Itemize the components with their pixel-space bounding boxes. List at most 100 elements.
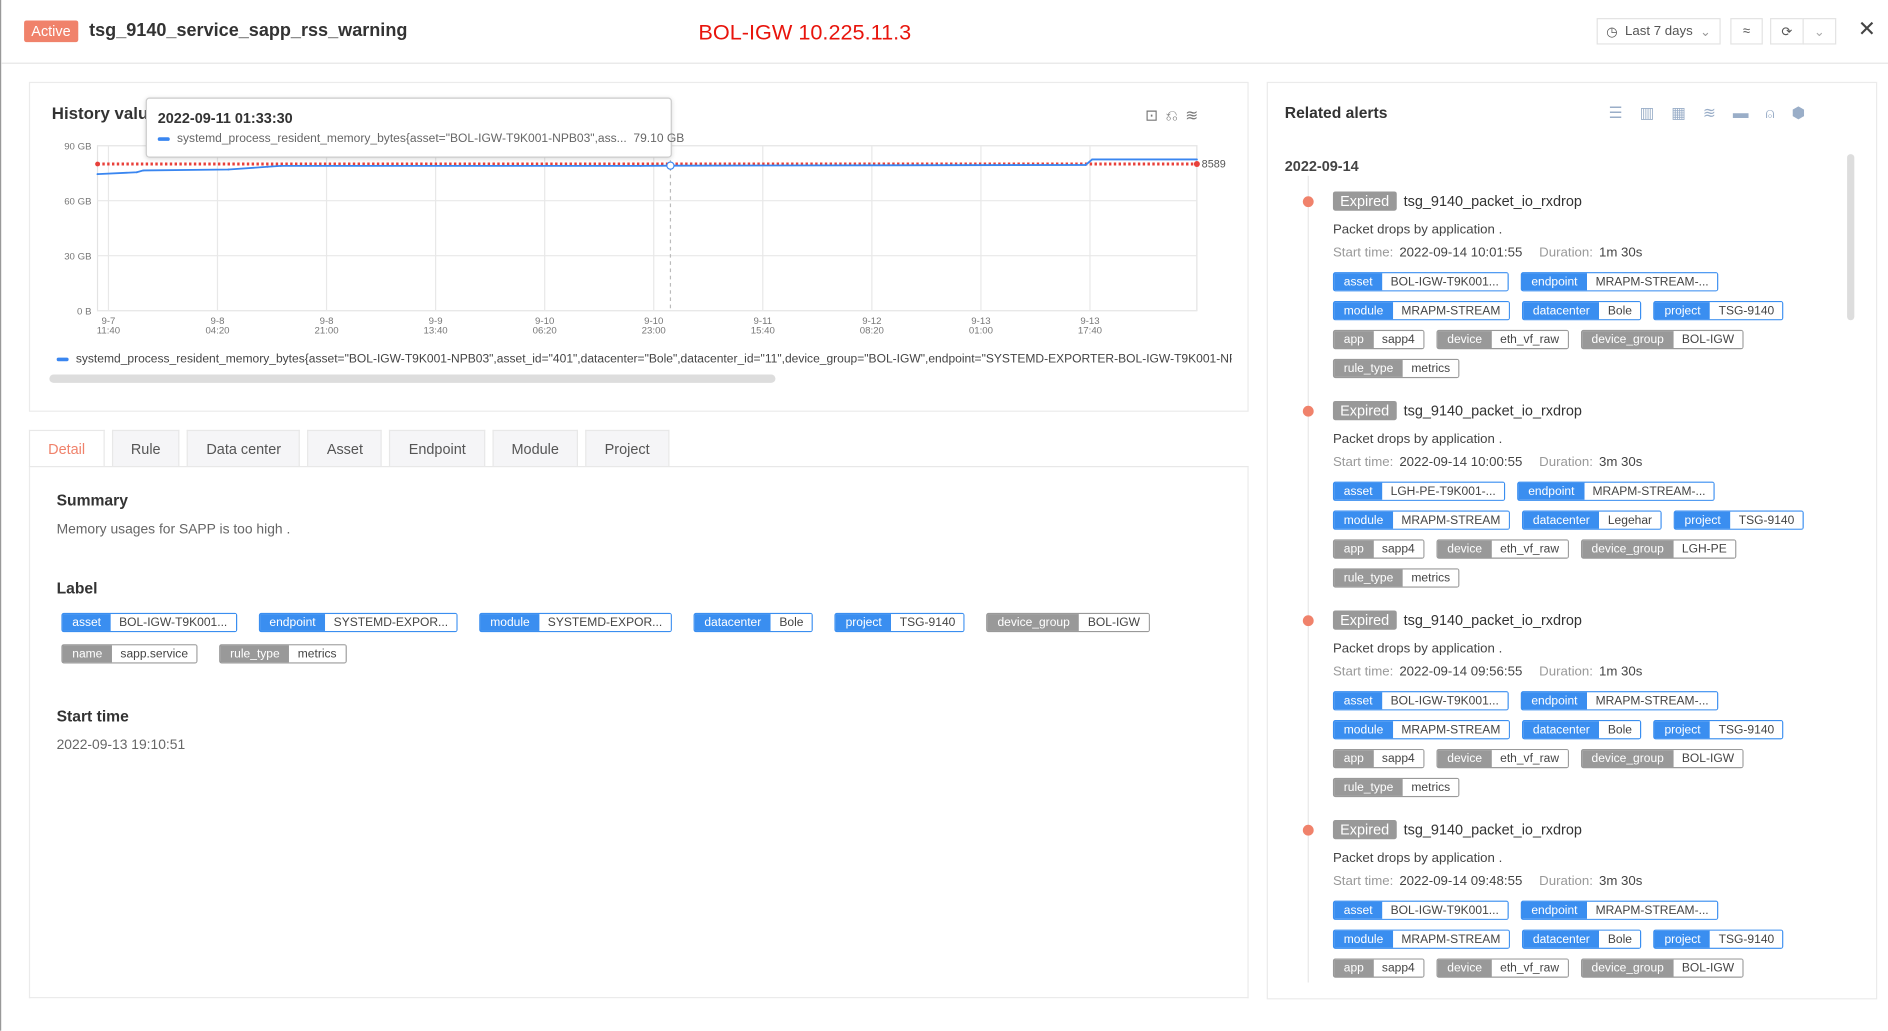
tag-key: rule_type <box>1334 360 1403 377</box>
label-tag-device: device eth_vf_raw <box>1436 958 1569 978</box>
alert-item[interactable]: Expired tsg_9140_packet_io_rxdrop Packet … <box>1285 780 1839 982</box>
series-line <box>97 158 1197 176</box>
x-tick-date: 9-13 <box>971 316 990 327</box>
tab-data-center[interactable]: Data center <box>187 429 301 466</box>
label-tag-project: project TSG-9140 <box>1653 301 1784 321</box>
close-icon[interactable]: ✕ <box>1857 16 1877 41</box>
label-tag-datacenter: datacenter Bole <box>1522 929 1642 949</box>
x-tick-date: 9-9 <box>429 316 443 327</box>
hexagon-icon[interactable]: ⬢ <box>1791 103 1806 122</box>
label-tag-asset: asset LGH-PE-T9K001-... <box>1332 481 1506 501</box>
list-icon[interactable]: ☰ <box>1608 103 1623 122</box>
tag-value: BOL-IGW-T9K001... <box>1382 273 1508 291</box>
tooltip-value: 79.10 GB <box>633 132 685 146</box>
summary-heading: Summary <box>56 491 128 510</box>
tag-value: BOL-IGW <box>1673 331 1743 348</box>
tag-value: BOL-IGW-T9K001... <box>1382 901 1508 919</box>
alert-description: Packet drops by application . <box>1332 222 1503 238</box>
alert-name[interactable]: tsg_9140_packet_io_rxdrop <box>1403 402 1582 420</box>
tag-value: MRAPM-STREAM-... <box>1584 482 1714 500</box>
tag-key: asset <box>1334 482 1383 500</box>
label-tag-project: project TSG-9140 <box>1653 929 1784 949</box>
label-tag-asset: asset BOL-IGW-T9K001... <box>1332 691 1509 711</box>
tag-key: device_group <box>1581 540 1674 558</box>
data-point <box>279 164 282 167</box>
tag-value: metrics <box>289 645 346 663</box>
label-tag-endpoint: endpoint MRAPM-STREAM-... <box>1517 481 1716 501</box>
label-tag-module: module MRAPM-STREAM <box>1332 510 1510 530</box>
zoom-select-icon[interactable]: ⊡ <box>1145 105 1159 125</box>
layers-icon[interactable]: ≋ <box>1185 105 1199 125</box>
tab-endpoint[interactable]: Endpoint <box>389 429 486 466</box>
chart-compare-icon: ≈ <box>1742 24 1751 39</box>
tab-module[interactable]: Module <box>492 429 579 466</box>
tag-key: app <box>1334 959 1374 977</box>
x-tick-time: 08:20 <box>860 326 884 337</box>
host-annotation: BOL-IGW 10.225.11.3 <box>698 20 912 45</box>
label-tag-module: module MRAPM-STREAM <box>1332 301 1510 321</box>
tag-key: device_group <box>987 614 1080 631</box>
tooltip-time: 2022-09-11 01:33:30 <box>157 109 293 127</box>
tag-key: project <box>1654 721 1711 739</box>
storage-icon[interactable]: ▬ <box>1732 103 1749 122</box>
time-range-select[interactable]: ◷ Last 7 days ⌄ <box>1596 18 1721 45</box>
tag-value: sapp4 <box>1373 331 1424 348</box>
tag-value: BOL-IGW <box>1673 750 1743 768</box>
alert-description: Packet drops by application . <box>1332 432 1503 447</box>
refresh-icon: ⟳ <box>1781 24 1793 40</box>
tag-key: device_group <box>1581 959 1674 977</box>
refresh-button[interactable]: ⟳ <box>1770 18 1804 45</box>
tag-value: metrics <box>1402 779 1459 796</box>
tag-value: TSG-9140 <box>891 614 964 631</box>
tag-value: MRAPM-STREAM-... <box>1587 901 1718 919</box>
alert-duration: 3m 30s <box>1598 874 1643 889</box>
tab-rule[interactable]: Rule <box>111 429 180 466</box>
alert-name[interactable]: tsg_9140_packet_io_rxdrop <box>1403 821 1582 839</box>
tag-value: eth_vf_raw <box>1491 959 1568 977</box>
tab-project[interactable]: Project <box>585 429 669 466</box>
label-tag-module: module MRAPM-STREAM <box>1332 929 1510 949</box>
layers-icon[interactable]: ≋ <box>1702 103 1717 122</box>
tag-value: sapp4 <box>1373 540 1424 558</box>
x-tick-time: 23:00 <box>642 326 666 337</box>
alert-name[interactable]: tsg_9140_packet_io_rxdrop <box>1403 611 1582 629</box>
x-tick-date: 9-11 <box>754 316 773 327</box>
alert-status-dot <box>1302 405 1314 417</box>
alert-item[interactable]: Expired tsg_9140_packet_io_rxdrop Packet … <box>1285 152 1839 379</box>
apps-icon[interactable]: ▦ <box>1671 103 1687 122</box>
chart-legend[interactable]: systemd_process_resident_memory_bytes{as… <box>56 353 1232 366</box>
alert-item[interactable]: Expired tsg_9140_packet_io_rxdrop Packet … <box>1285 571 1839 798</box>
alert-start: 2022-09-14 10:01:55 <box>1399 245 1523 261</box>
tag-value: eth_vf_raw <box>1491 331 1568 348</box>
tag-value: eth_vf_raw <box>1491 540 1568 558</box>
refresh-interval-dropdown[interactable]: ⌄ <box>1802 18 1837 45</box>
x-tick-time: 13:40 <box>424 326 448 337</box>
alert-name[interactable]: tsg_9140_packet_io_rxdrop <box>1403 192 1582 210</box>
legend-scrollbar[interactable] <box>49 374 776 383</box>
alert-start: 2022-09-14 09:56:55 <box>1399 664 1523 680</box>
x-tick-date: 9-12 <box>862 316 881 327</box>
compare-button[interactable]: ≈ <box>1730 18 1763 45</box>
chevron-down-icon: ⌄ <box>1813 24 1825 40</box>
alerts-scrollbar[interactable] <box>1847 154 1855 321</box>
data-point <box>227 168 230 171</box>
alarm-icon[interactable]: ⍝ <box>1765 103 1775 122</box>
tag-value: Legehar <box>1599 511 1661 529</box>
tag-value: MRAPM-STREAM <box>1392 511 1509 529</box>
expired-badge: Expired <box>1332 400 1397 421</box>
tab-asset[interactable]: Asset <box>307 429 383 466</box>
alert-description: Packet drops by application . <box>1332 851 1503 866</box>
label-tag-rule-type: rule_type metrics <box>1332 358 1460 379</box>
label-tag-app: app sapp4 <box>1332 329 1425 350</box>
tag-value: SYSTEMD-EXPOR... <box>539 614 671 631</box>
alert-start: 2022-09-14 09:48:55 <box>1399 874 1523 889</box>
zoom-reset-icon[interactable]: ⎌ <box>1165 105 1178 125</box>
detail-panel <box>28 465 1249 999</box>
tab-detail[interactable]: Detail <box>28 429 105 466</box>
building-icon[interactable]: ▥ <box>1639 103 1655 122</box>
alert-item[interactable]: Expired tsg_9140_packet_io_rxdrop Packet … <box>1285 361 1839 588</box>
label-tag-device-group: device_group BOL-IGW <box>1580 748 1744 769</box>
data-point <box>1084 163 1087 166</box>
